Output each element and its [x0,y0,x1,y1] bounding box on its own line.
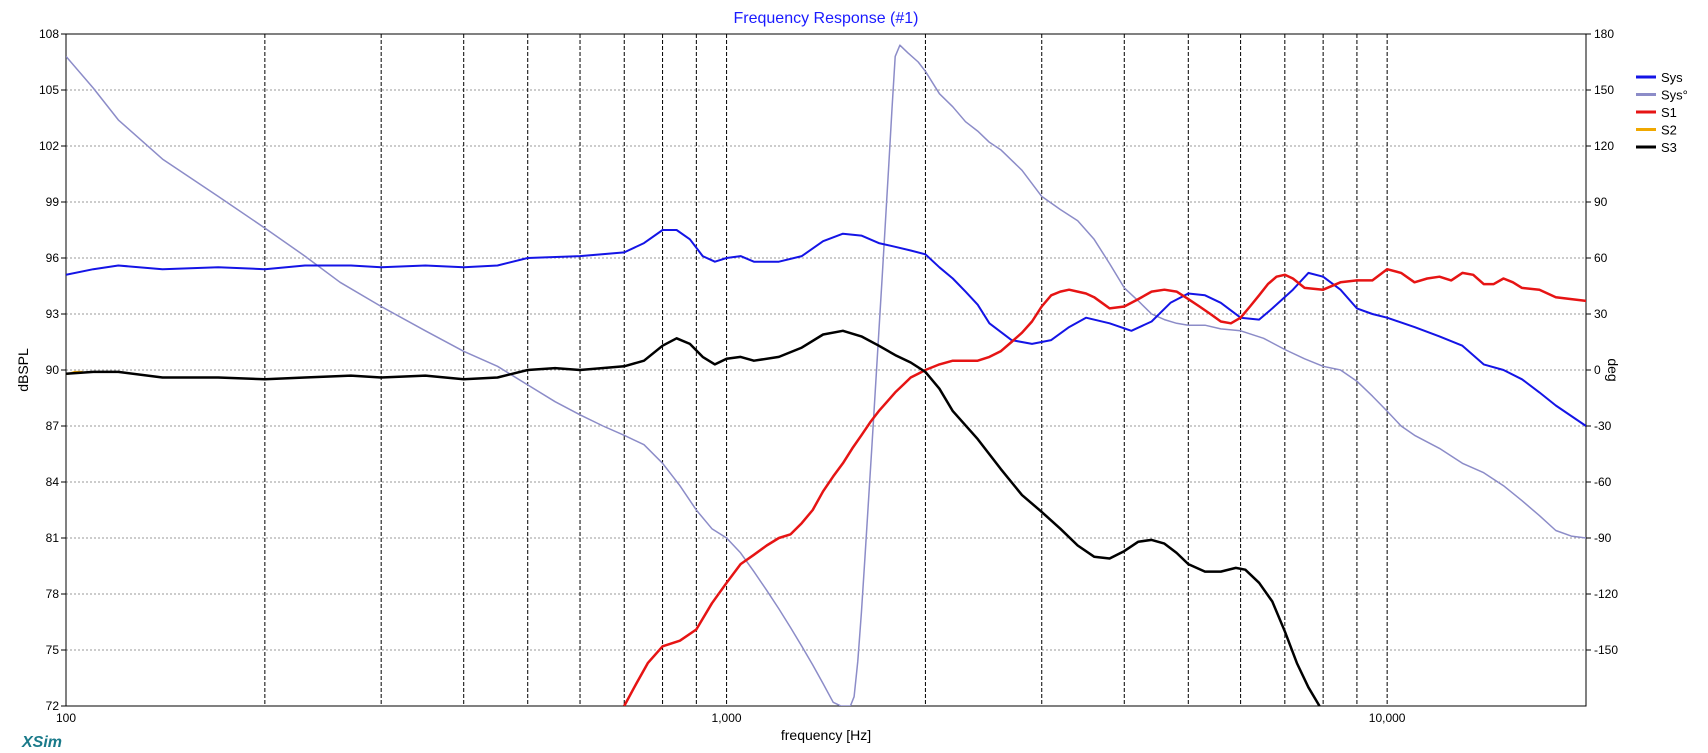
y-axis-label: dBSPL [15,348,31,392]
legend-label: S2 [1661,123,1677,138]
xsim-logo: XSim [21,734,62,751]
y-tick-label: 108 [39,27,59,41]
y-tick-label: 99 [46,195,60,209]
y2-tick-label: 60 [1594,251,1608,265]
legend-label: S1 [1661,105,1677,120]
y2-tick-label: 90 [1594,195,1608,209]
x-tick-label: 10,000 [1369,711,1406,725]
series-line-s3 [66,329,1321,706]
x-tick-label: 100 [56,711,76,725]
y-tick-label: 72 [46,699,60,713]
y-tick-label: 78 [46,587,60,601]
y-tick-label: 84 [46,475,60,489]
legend-label: Sys° [1661,88,1688,103]
y-tick-label: 87 [46,419,60,433]
y-tick-label: 81 [46,531,60,545]
y2-tick-label: 0 [1594,363,1601,377]
y2-tick-label: -150 [1594,643,1618,657]
y2-tick-label: -60 [1594,475,1612,489]
y-tick-label: 96 [46,251,60,265]
legend: Sys Sys° S1 S2 S3 [1636,70,1688,155]
y-tick-label: 102 [39,139,59,153]
series-line-sys-phase [66,44,1586,706]
y2-tick-label: -120 [1594,587,1618,601]
legend-label: S3 [1661,140,1677,155]
y2-tick-label: 30 [1594,307,1608,321]
series-lines [66,44,1586,706]
x-axis-label: frequency [Hz] [781,727,871,743]
right-axis-ticks: -150 -120 -90 -60 -30 0 30 60 90 120 150 180 [1586,27,1618,657]
series-line-sys [66,229,1586,427]
y2-tick-label: -30 [1594,419,1612,433]
grid [66,33,1586,707]
y2-tick-label: 180 [1594,27,1614,41]
x-axis-ticks: 100 1,000 10,000 [56,711,1406,725]
left-axis-ticks: 72 75 78 81 84 87 90 93 96 99 102 105 108 [39,27,66,713]
y-tick-label: 93 [46,307,60,321]
y-tick-label: 105 [39,83,59,97]
y2-tick-label: 150 [1594,83,1614,97]
y2-axis-label: deg [1605,358,1621,381]
y-tick-label: 90 [46,363,60,377]
x-tick-label: 1,000 [712,711,742,725]
y2-tick-label: -90 [1594,531,1612,545]
series-line-s1 [623,267,1586,706]
y-tick-label: 75 [46,643,60,657]
y2-tick-label: 120 [1594,139,1614,153]
legend-label: Sys [1661,70,1683,85]
chart-title: Frequency Response (#1) [734,10,919,27]
